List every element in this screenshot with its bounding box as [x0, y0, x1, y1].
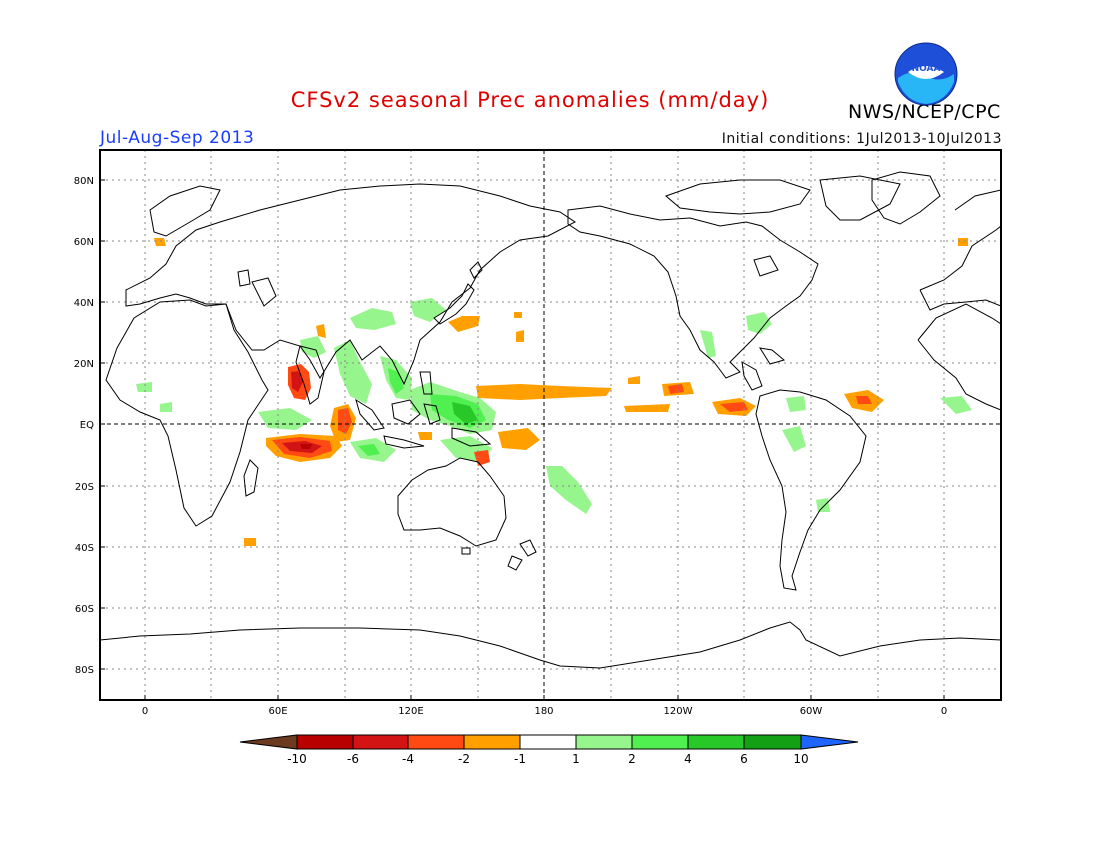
map-grid [100, 150, 1001, 700]
map-title: CFSv2 seasonal Prec anomalies (mm/day) [290, 88, 770, 112]
colorbar-label-m2: -2 [458, 752, 470, 766]
colorbar-bin-1 [296, 734, 354, 750]
colorbar-label-10: 10 [793, 752, 808, 766]
axis-ticks [100, 179, 945, 700]
coast-africa [105, 299, 269, 527]
coast-japan [433, 283, 475, 325]
lat-label-80s: 80S [75, 665, 94, 676]
coast-south-america [755, 389, 867, 591]
colorbar-bin-8 [687, 734, 745, 750]
colorbar-bin-2 [352, 734, 409, 750]
colorbar-label-1: 1 [572, 752, 580, 766]
coast-india [295, 345, 325, 405]
colorbar-label-m6: -6 [347, 752, 359, 766]
lat-label-40n: 40N [74, 298, 94, 309]
anomaly-solomon-sea [498, 428, 540, 450]
colorbar-bin-3 [407, 734, 465, 750]
colorbar-label-m10: -10 [287, 752, 307, 766]
lon-label-0-right: 0 [941, 706, 947, 717]
coast-greenland [871, 171, 941, 225]
colorbar-label-m4: -4 [402, 752, 414, 766]
coastlines [100, 171, 1001, 669]
lat-label-20s: 20S [75, 482, 94, 493]
initial-conditions-label: Initial conditions: 1Jul2013-10Jul2013 [721, 131, 1002, 147]
noaa-logo: NOAA [894, 42, 958, 106]
lon-label-60w: 60W [800, 706, 823, 717]
longitude-labels: 0 60E 120E 180 120W 60W 0 [142, 706, 947, 717]
lon-label-60e: 60E [268, 706, 287, 717]
lat-label-eq: EQ [80, 420, 94, 431]
colorbar-bin-7 [631, 734, 689, 750]
colorbar [239, 734, 859, 750]
colorbar-label-4: 4 [684, 752, 692, 766]
colorbar-above-triangle [800, 734, 859, 750]
colorbar-label-6: 6 [740, 752, 748, 766]
colorbar-bin-9 [743, 734, 802, 750]
lat-label-60s: 60S [75, 604, 94, 615]
map-frame [99, 149, 1002, 701]
lat-label-20n: 20N [74, 359, 94, 370]
anomaly-hawaii [668, 384, 684, 394]
colorbar-bin-5 [519, 734, 577, 750]
coast-north-america [567, 205, 819, 379]
lat-label-40s: 40S [75, 543, 94, 554]
colorbar-label-m1: -1 [514, 752, 526, 766]
colorbar-bin-6 [575, 734, 633, 750]
colorbar-below-triangle [239, 734, 298, 750]
lon-label-0-left: 0 [142, 706, 148, 717]
colorbar-labels: -10 -6 -4 -2 -1 1 2 4 6 10 [287, 752, 808, 766]
agency-label: NWS/NCEP/CPC [848, 101, 1001, 123]
lon-label-120w: 120W [664, 706, 693, 717]
lat-label-60n: 60N [74, 237, 94, 248]
latitude-labels: 80N 60N 40N 20N EQ 20S 40S 60S 80S [74, 176, 94, 676]
season-label: Jul-Aug-Sep 2013 [100, 128, 255, 148]
coast-antarctica [100, 621, 1001, 669]
coast-eurasia [125, 183, 576, 386]
colorbar-label-2: 2 [628, 752, 636, 766]
anomaly-shading [136, 238, 972, 546]
colorbar-bin-4 [463, 734, 521, 750]
anomaly-south-of-japan [448, 316, 480, 332]
noaa-logo-text: NOAA [912, 64, 941, 74]
lon-label-120e: 120E [398, 706, 423, 717]
lon-label-180: 180 [534, 706, 553, 717]
anomaly-south-pacific [546, 466, 592, 514]
coast-australia [397, 457, 507, 547]
lat-label-80n: 80N [74, 176, 94, 187]
